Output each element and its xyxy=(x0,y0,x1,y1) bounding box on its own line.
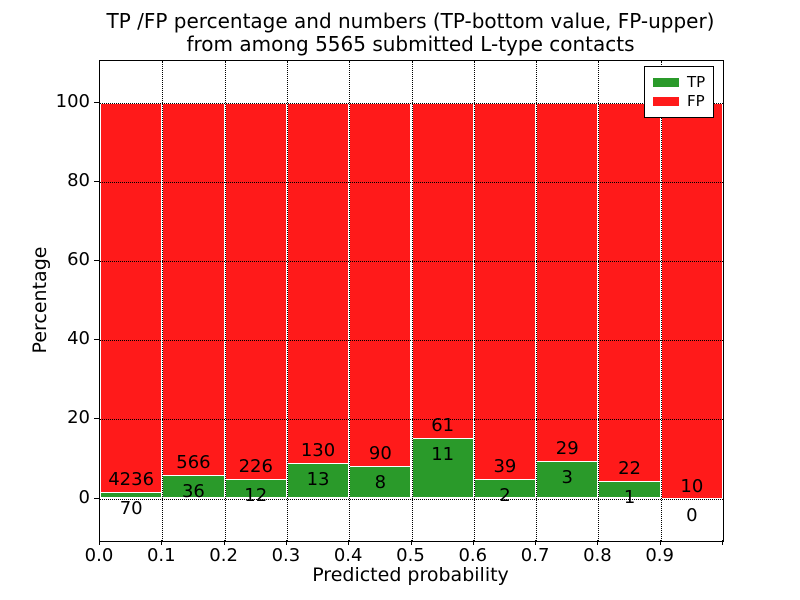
fp-bar-segment xyxy=(224,103,287,499)
tp-count-label: 2 xyxy=(499,485,511,507)
fp-bar-segment xyxy=(598,103,661,499)
v-gridline xyxy=(411,61,413,541)
v-gridline xyxy=(349,61,351,541)
fp-count-label: 566 xyxy=(176,451,211,473)
v-gridline xyxy=(536,61,538,541)
fp-count-label: 226 xyxy=(238,455,273,477)
fp-legend-label: FP xyxy=(687,92,705,110)
tp-count-label: 12 xyxy=(244,484,268,506)
fp-bar-segment xyxy=(660,103,723,499)
x-tick xyxy=(472,540,474,545)
chart-title-line1: TP /FP percentage and numbers (TP-bottom… xyxy=(106,9,715,33)
y-tick xyxy=(94,181,99,183)
x-tick-label: 0.7 xyxy=(520,545,550,566)
x-tick xyxy=(659,540,661,545)
x-tick xyxy=(223,540,225,545)
fp-bar-segment xyxy=(349,103,412,499)
fp-bar-segment xyxy=(473,103,537,499)
legend: TP FP xyxy=(644,66,714,118)
tp-count-label: 0 xyxy=(686,504,698,526)
v-gridline xyxy=(660,61,662,541)
v-gridline xyxy=(598,61,600,541)
y-tick-label: 60 xyxy=(67,249,90,271)
tp-count-label: 1 xyxy=(623,487,636,509)
tp-bar-segment xyxy=(349,466,412,499)
x-tick-label: 0.6 xyxy=(458,545,488,566)
tp-bar-segment xyxy=(286,462,350,499)
x-tick-label: 0.5 xyxy=(396,545,425,566)
chart-title-line2: from among 5565 submitted L-type contact… xyxy=(186,32,635,56)
fp-bar-segment xyxy=(162,103,225,499)
x-tick-label: 0.4 xyxy=(333,545,363,566)
v-gridline xyxy=(286,61,288,541)
y-tick xyxy=(94,497,99,499)
y-tick-label: 0 xyxy=(78,486,90,508)
fp-legend-swatch xyxy=(653,97,679,106)
x-tick xyxy=(348,540,350,545)
fp-count-label: 22 xyxy=(618,458,641,480)
fp-count-label: 90 xyxy=(368,443,392,465)
x-tick xyxy=(285,540,287,545)
fp-bar-segment xyxy=(100,103,163,499)
v-gridline xyxy=(224,61,226,541)
tp-count-label: 13 xyxy=(306,468,330,490)
tp-count-label: 36 xyxy=(181,480,205,502)
fp-count-label: 39 xyxy=(493,456,517,478)
x-tick-label: 0.9 xyxy=(645,545,674,566)
x-tick xyxy=(99,540,100,545)
fp-bar-segment xyxy=(286,103,350,499)
x-tick xyxy=(410,540,412,545)
v-gridline xyxy=(473,61,475,541)
x-tick-label: 0.2 xyxy=(209,545,238,566)
x-tick xyxy=(722,540,723,545)
fp-count-label: 130 xyxy=(300,439,336,461)
tp-legend-label: TP xyxy=(687,73,706,91)
legend-item-fp: FP xyxy=(653,92,713,111)
y-tick-label: 40 xyxy=(67,328,90,350)
x-tick-label: 0.1 xyxy=(146,545,176,566)
tp-count-label: 70 xyxy=(119,498,143,520)
legend-item-tp: TP xyxy=(653,73,713,92)
x-tick xyxy=(161,540,163,545)
fp-count-label: 61 xyxy=(431,415,455,437)
tp-count-label: 11 xyxy=(431,444,455,466)
x-axis-label: Predicted probability xyxy=(312,564,509,586)
x-tick xyxy=(535,540,537,545)
tp-count-label: 3 xyxy=(561,467,573,489)
chart-title: TP /FP percentage and numbers (TP-bottom… xyxy=(99,10,722,56)
tp-legend-swatch xyxy=(653,78,679,87)
fp-count-label: 10 xyxy=(680,475,704,497)
x-tick xyxy=(597,540,599,545)
plot-area: 4236 70 566 36 226 12 130 13 90 8 61 11 39 2 29 3 22 1 10 0 xyxy=(99,60,724,542)
x-tick-label: 0.3 xyxy=(271,545,301,566)
y-tick-label: 100 xyxy=(55,91,90,112)
y-tick-label: 20 xyxy=(67,407,90,429)
fp-count-label: 29 xyxy=(555,438,579,460)
v-gridline xyxy=(162,61,164,541)
y-tick-label: 80 xyxy=(67,170,90,192)
x-tick-label: 0.0 xyxy=(84,545,114,566)
y-tick xyxy=(94,102,99,103)
fp-count-label: 4236 xyxy=(108,469,155,491)
y-tick xyxy=(94,260,99,262)
tp-bar-segment xyxy=(411,438,474,499)
tp-count-label: 8 xyxy=(374,472,387,494)
y-tick xyxy=(94,339,99,341)
x-tick-label: 0.8 xyxy=(583,545,612,566)
tp-bar-segment xyxy=(100,492,163,499)
y-tick xyxy=(94,418,99,420)
